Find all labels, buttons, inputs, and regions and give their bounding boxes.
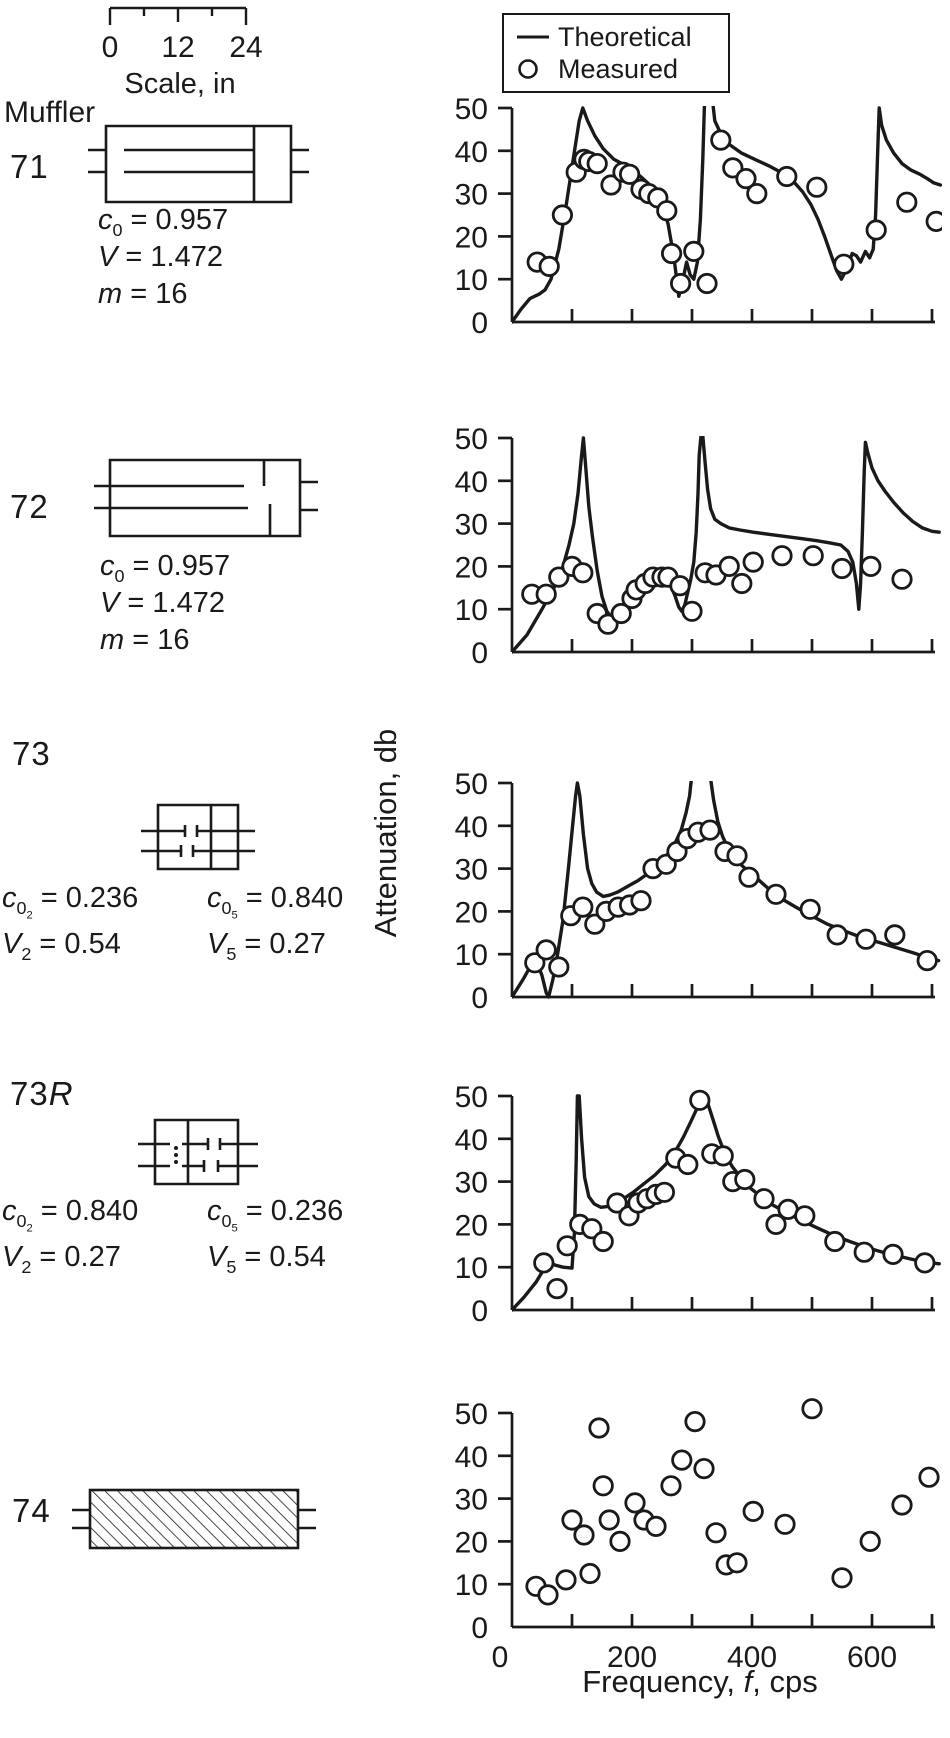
muffler-74-diagram — [72, 1488, 316, 1550]
param-line: c02 = 0.840 — [2, 1195, 139, 1235]
legend-label: Theoretical — [558, 21, 692, 52]
param-line: V2 = 0.27 — [2, 1241, 121, 1277]
attenuation-chart-71: 50 40 30 20 10 0 — [455, 93, 942, 340]
param-line: V5 = 0.27 — [207, 928, 326, 964]
svg-text:10: 10 — [455, 594, 488, 627]
svg-text:10: 10 — [455, 264, 488, 297]
muffler-73R-params-right: c05 = 0.236 V5 = 0.54 — [207, 1188, 343, 1280]
muffler-73R-diagram — [138, 1118, 258, 1186]
param-line: m = 16 — [98, 278, 188, 310]
x-axis-title-prefix: Frequency, — [582, 1664, 744, 1699]
param-line: V = 1.472 — [98, 241, 223, 273]
legend-line-marker — [514, 27, 558, 47]
muffler-72-diagram — [94, 458, 318, 538]
muffler-label-71: 71 — [10, 148, 49, 185]
muffler-73-diagram — [141, 803, 255, 871]
attenuation-chart-72: 50 40 30 20 10 0 — [455, 423, 941, 670]
svg-text:50: 50 — [455, 1081, 488, 1114]
svg-text:50: 50 — [455, 93, 488, 126]
param-line: V = 1.472 — [100, 587, 225, 619]
muffler-label-73: 73 — [12, 735, 51, 772]
param-line: V2 = 0.54 — [2, 928, 121, 964]
svg-text:50: 50 — [455, 423, 488, 456]
svg-text:0: 0 — [471, 982, 488, 1015]
svg-text:40: 40 — [455, 1441, 488, 1474]
svg-text:30: 30 — [455, 1167, 488, 1200]
legend-circle-marker — [514, 58, 558, 80]
param-line: V5 = 0.54 — [207, 1241, 326, 1277]
scale-caption: Scale, in — [124, 68, 235, 100]
chart-legend: Theoretical Measured — [502, 13, 730, 93]
muffler-column-header: Muffler — [4, 96, 96, 129]
scale-bar: 0 12 24 Scale, in — [102, 6, 263, 100]
svg-text:0: 0 — [471, 1612, 488, 1645]
svg-text:30: 30 — [455, 509, 488, 542]
svg-text:400: 400 — [727, 1641, 777, 1674]
param-line: c05 = 0.236 — [207, 1195, 344, 1235]
scale-bar-ticks — [108, 8, 248, 25]
svg-text:0: 0 — [471, 307, 488, 340]
svg-text:50: 50 — [455, 1398, 488, 1431]
svg-text:0: 0 — [471, 637, 488, 670]
param-line: m = 16 — [100, 624, 190, 656]
svg-text:40: 40 — [455, 811, 488, 844]
svg-text:20: 20 — [455, 896, 488, 929]
svg-text:40: 40 — [455, 1124, 488, 1157]
muffler-label-74: 74 — [12, 1492, 51, 1529]
param-line: c05 = 0.840 — [207, 882, 344, 922]
svg-text:0: 0 — [492, 1641, 509, 1674]
param-line: c0 = 0.957 — [98, 204, 229, 240]
muffler-71-diagram — [88, 124, 309, 204]
attenuation-chart-73R: 50 40 30 20 10 0 — [455, 1081, 941, 1328]
svg-text:30: 30 — [455, 1484, 488, 1517]
muffler-71-params: c0 = 0.957 V = 1.472 m = 16 — [98, 202, 228, 313]
scale-tick-label-24: 24 — [229, 31, 262, 64]
scale-tick-label-12: 12 — [161, 31, 194, 64]
svg-text:40: 40 — [455, 136, 488, 169]
attenuation-chart-73: 50 40 30 20 10 0 — [455, 768, 941, 1015]
svg-text:20: 20 — [455, 551, 488, 584]
muffler-label-72: 72 — [10, 488, 49, 525]
muffler-label-73R: 73R — [10, 1075, 74, 1112]
x-axis-title: Frequency, f, cps — [500, 1664, 900, 1700]
param-line: c02 = 0.236 — [2, 882, 139, 922]
svg-text:20: 20 — [455, 221, 488, 254]
svg-text:0: 0 — [471, 1295, 488, 1328]
y-axis-title: Attenuation, db — [368, 728, 403, 938]
attenuation-chart-74: 50 40 30 20 10 00 200 400 600 — [455, 1398, 940, 1674]
svg-text:10: 10 — [455, 939, 488, 972]
svg-text:20: 20 — [455, 1209, 488, 1242]
legend-item-theoretical: Theoretical — [514, 21, 716, 53]
svg-text:30: 30 — [455, 179, 488, 212]
svg-text:40: 40 — [455, 466, 488, 499]
svg-text:10: 10 — [455, 1252, 488, 1285]
param-line: c0 = 0.957 — [100, 550, 231, 586]
svg-text:200: 200 — [607, 1641, 657, 1674]
legend-label: Measured — [558, 53, 679, 84]
legend-item-measured: Measured — [514, 53, 716, 85]
scale-tick-label-0: 0 — [102, 31, 119, 64]
muffler-73-params-right: c05 = 0.840 V5 = 0.27 — [207, 875, 343, 967]
svg-text:20: 20 — [455, 1526, 488, 1559]
svg-text:10: 10 — [455, 1569, 488, 1602]
svg-text:30: 30 — [455, 854, 488, 887]
muffler-72-params: c0 = 0.957 V = 1.472 m = 16 — [100, 548, 230, 659]
x-axis-title-suffix: , cps — [752, 1664, 818, 1699]
svg-text:600: 600 — [847, 1641, 897, 1674]
svg-text:50: 50 — [455, 768, 488, 801]
muffler-73-params-left: c02 = 0.236 V2 = 0.54 — [2, 875, 138, 967]
x-axis-title-symbol: f — [743, 1664, 753, 1699]
muffler-73R-params-left: c02 = 0.840 V2 = 0.27 — [2, 1188, 138, 1280]
